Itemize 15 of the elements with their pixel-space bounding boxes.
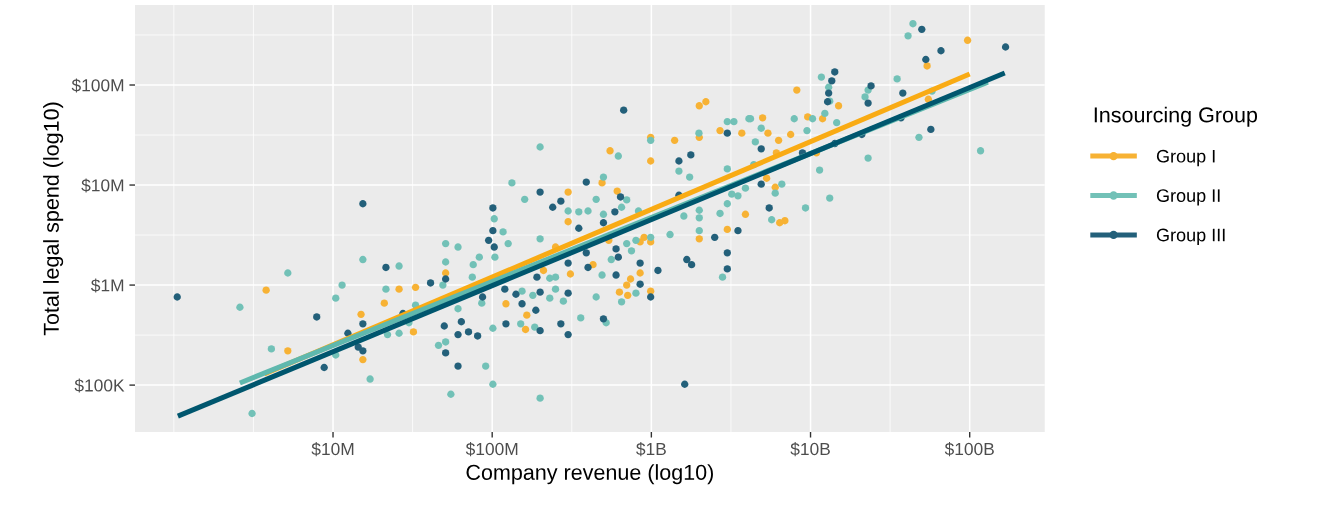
x-tick-label: $100B: [944, 442, 994, 457]
legend-label: Group II: [1156, 189, 1220, 206]
y-tick-label: $100K: [74, 378, 125, 393]
x-tick-label: $10B: [790, 442, 830, 457]
legend-title: Insourcing Group: [1094, 106, 1258, 127]
x-tick-label: $100M: [465, 442, 518, 457]
y-tick-label: $10M: [81, 178, 124, 193]
legend-label: Group III: [1156, 228, 1225, 245]
y-tick-label: $1M: [91, 278, 124, 293]
x-tick-label: $10M: [311, 442, 354, 457]
legend-label: Group I: [1156, 149, 1215, 167]
y-axis-title: Total legal spend (log10): [43, 102, 64, 336]
x-tick-label: $1B: [636, 442, 666, 457]
x-axis-title: Company revenue (log10): [466, 464, 713, 485]
y-tick-label: $100M: [71, 78, 124, 93]
